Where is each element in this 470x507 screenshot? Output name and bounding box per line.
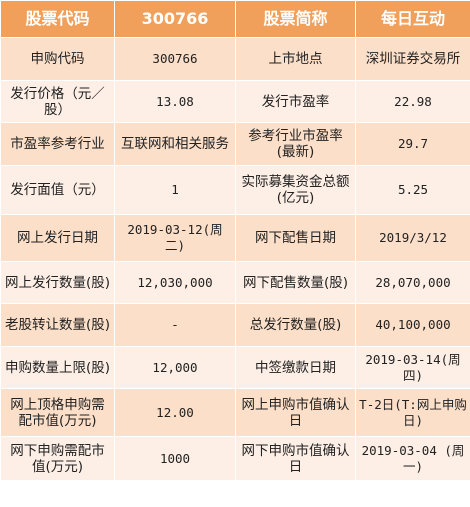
- row-label: 网下配售日期: [235, 214, 356, 262]
- row-label: 网上发行日期: [0, 214, 115, 262]
- table-header-row: 股票代码 300766 股票简称 每日互动: [0, 0, 470, 38]
- row-value: 13.08: [114, 80, 236, 123]
- row-label: 网下申购需配市值(万元): [0, 436, 115, 481]
- row-label: 申购数量上限(股): [0, 346, 115, 389]
- row-label: 上市地点: [235, 37, 356, 81]
- table-row: 网上发行日期 2019-03-12(周二) 网下配售日期 2019/3/12: [0, 214, 470, 262]
- row-label: 发行市盈率: [235, 80, 356, 123]
- table-row: 网上发行数量(股) 12,030,000 网下配售数量(股) 28,070,00…: [0, 261, 470, 304]
- header-stock-code-label: 股票代码: [0, 0, 115, 38]
- row-label: 发行价格（元／股）: [0, 80, 115, 123]
- row-value: 2019-03-14(周四): [355, 346, 470, 389]
- row-label: 发行面值（元）: [0, 165, 115, 215]
- row-value: T-2日(T:网上申购日): [355, 388, 470, 437]
- row-value: 12.00: [114, 388, 236, 437]
- table-row: 网下申购需配市值(万元) 1000 网下申购市值确认日 2019-03-04 (…: [0, 436, 470, 481]
- row-value: 300766: [114, 37, 236, 81]
- header-stock-name-label: 股票简称: [235, 0, 356, 38]
- row-value: 29.7: [355, 122, 470, 166]
- table-row: 申购数量上限(股) 12,000 中签缴款日期 2019-03-14(周四): [0, 346, 470, 389]
- table-row: 网上顶格申购需配市值(万元) 12.00 网上申购市值确认日 T-2日(T:网上…: [0, 388, 470, 437]
- header-stock-code-value: 300766: [114, 0, 236, 38]
- row-value: -: [114, 303, 236, 347]
- row-value: 1000: [114, 436, 236, 481]
- row-value: 12,000: [114, 346, 236, 389]
- row-value: 1: [114, 165, 236, 215]
- row-label: 网下申购市值确认日: [235, 436, 356, 481]
- row-label: 实际募集资金总额(亿元): [235, 165, 356, 215]
- table-row: 申购代码 300766 上市地点 深圳证券交易所: [0, 37, 470, 81]
- header-stock-name-value: 每日互动: [355, 0, 470, 38]
- row-label: 市盈率参考行业: [0, 122, 115, 166]
- row-label: 网上顶格申购需配市值(万元): [0, 388, 115, 437]
- table-row: 发行面值（元） 1 实际募集资金总额(亿元) 5.25: [0, 165, 470, 215]
- row-value: 2019/3/12: [355, 214, 470, 262]
- row-value: 互联网和相关服务: [114, 122, 236, 166]
- ipo-info-table: 股票代码 300766 股票简称 每日互动 申购代码 300766 上市地点 深…: [0, 0, 470, 481]
- row-value: 40,100,000: [355, 303, 470, 347]
- row-value: 28,070,000: [355, 261, 470, 304]
- table-row: 老股转让数量(股) - 总发行数量(股) 40,100,000: [0, 303, 470, 347]
- row-value: 5.25: [355, 165, 470, 215]
- table-row: 市盈率参考行业 互联网和相关服务 参考行业市盈率(最新) 29.7: [0, 122, 470, 166]
- row-value: 22.98: [355, 80, 470, 123]
- row-label: 申购代码: [0, 37, 115, 81]
- row-label: 老股转让数量(股): [0, 303, 115, 347]
- row-label: 网下配售数量(股): [235, 261, 356, 304]
- row-value: 深圳证券交易所: [355, 37, 470, 81]
- row-label: 网上发行数量(股): [0, 261, 115, 304]
- row-label: 网上申购市值确认日: [235, 388, 356, 437]
- row-value: 2019-03-12(周二): [114, 214, 236, 262]
- row-label: 中签缴款日期: [235, 346, 356, 389]
- row-label: 参考行业市盈率(最新): [235, 122, 356, 166]
- table-row: 发行价格（元／股） 13.08 发行市盈率 22.98: [0, 80, 470, 123]
- row-value: 2019-03-04 (周一): [355, 436, 470, 481]
- row-value: 12,030,000: [114, 261, 236, 304]
- row-label: 总发行数量(股): [235, 303, 356, 347]
